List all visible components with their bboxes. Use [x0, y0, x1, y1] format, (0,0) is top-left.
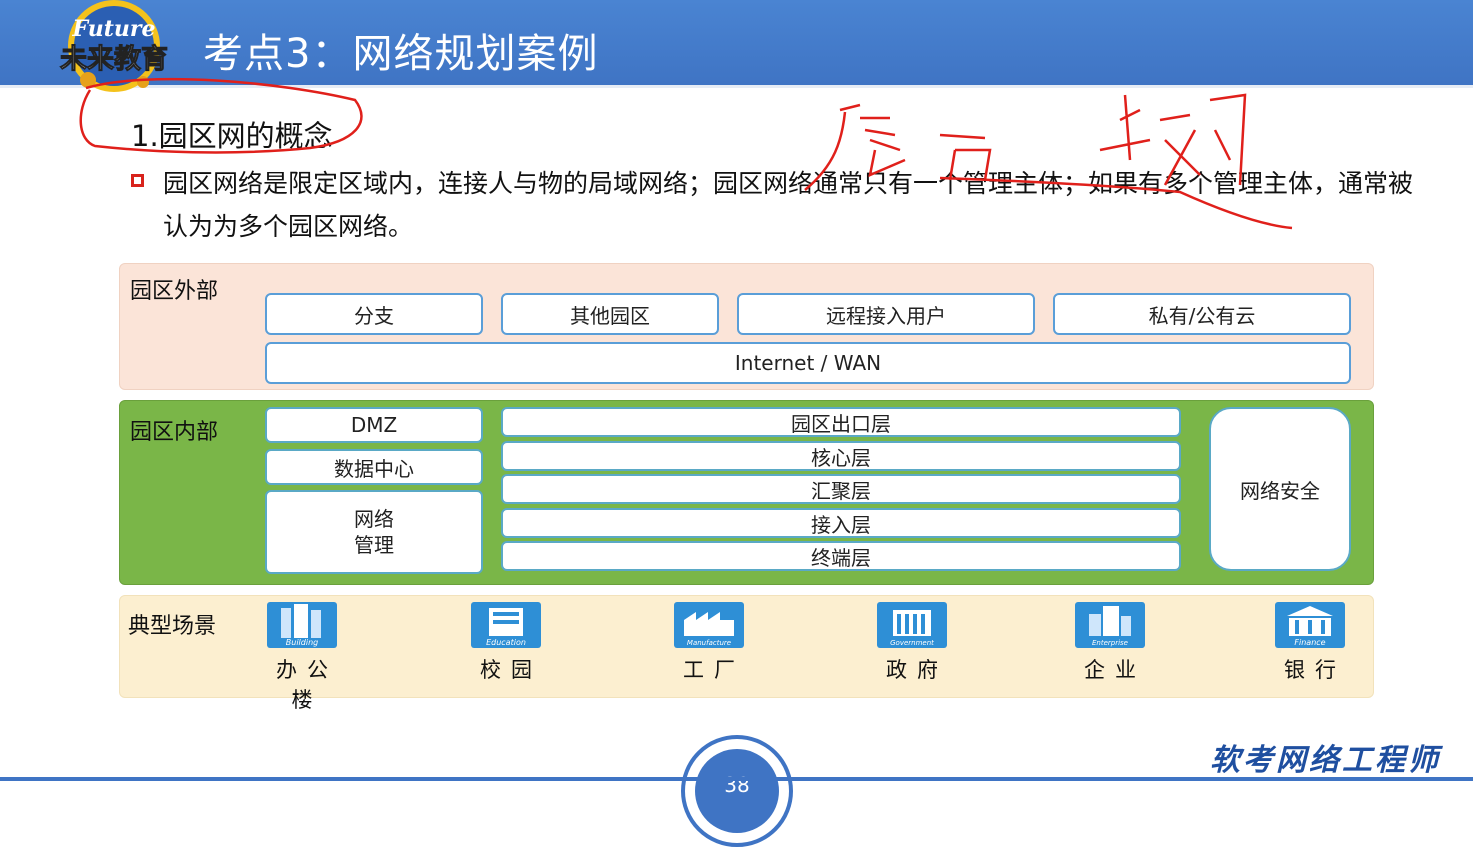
box-dmz: DMZ [265, 407, 483, 443]
inner-label: 园区内部 [130, 420, 219, 445]
factory-icon-caption: Manufacture [687, 639, 731, 647]
government-icon: Government [877, 602, 947, 648]
box-network-management: 网络 管理 [265, 490, 483, 574]
bank-icon: Finance [1275, 602, 1345, 648]
government-icon-caption: Government [890, 639, 934, 647]
layer-access: 接入层 [501, 508, 1181, 538]
campus-icon-caption: Education [486, 638, 526, 647]
scene-label-government: 政府 [886, 658, 948, 682]
campus-inner-panel: 园区内部 DMZ 数据中心 网络 管理 园区出口层 核心层 汇聚层 接入层 终端… [119, 400, 1374, 585]
layer-terminal: 终端层 [501, 541, 1181, 571]
scene-label-factory: 工厂 [683, 658, 745, 682]
layer-aggregation: 汇聚层 [501, 474, 1181, 504]
box-other-campus: 其他园区 [501, 293, 719, 335]
layer-core: 核心层 [501, 441, 1181, 471]
factory-icon: Manufacture [674, 602, 744, 648]
bullet-square-icon [131, 174, 144, 187]
page-number-inner: 38 [695, 749, 779, 833]
future-education-logo: Future 未来教育 [48, 0, 180, 100]
box-internet-wan: Internet / WAN [265, 342, 1351, 384]
scene-label-office: 办公楼 [276, 658, 338, 712]
scene-bank: Finance 银行 [1265, 602, 1355, 684]
definition-paragraph: 园区网络是限定区域内，连接人与物的局域网络；园区网络通常只有一个管理主体；如果有… [163, 169, 1414, 241]
enterprise-icon: Enterprise [1075, 602, 1145, 648]
bottom-rule [0, 777, 1473, 781]
box-branch: 分支 [265, 293, 483, 335]
scene-label-bank: 银行 [1284, 658, 1346, 682]
outer-label: 园区外部 [130, 279, 219, 304]
section-title: 1.园区网的概念 [131, 119, 333, 153]
office-icon-caption: Building [286, 638, 318, 647]
scene-label-enterprise: 企业 [1084, 658, 1146, 682]
footer-brand: 软考网络工程师 [1210, 743, 1441, 778]
slide-header: Future 未来教育 考点3：网络规划案例 [0, 0, 1473, 92]
logo-text-future: Future [72, 16, 156, 42]
slide-title: 考点3：网络规划案例 [203, 31, 599, 77]
scene-government: Government 政府 [867, 602, 957, 684]
scene-factory: Manufacture 工厂 [664, 602, 754, 684]
box-remote-users: 远程接入用户 [737, 293, 1035, 335]
scene-label-campus: 校园 [480, 658, 542, 682]
enterprise-icon-caption: Enterprise [1092, 639, 1128, 647]
scene-campus: Education 校园 [461, 602, 551, 684]
campus-outer-panel: 园区外部 分支 其他园区 远程接入用户 私有/公有云 Internet / WA… [119, 263, 1374, 390]
scene-enterprise: Enterprise 企业 [1065, 602, 1155, 684]
office-building-icon: Building [267, 602, 337, 648]
scene-office: Building 办公楼 [257, 602, 347, 714]
campus-icon: Education [471, 602, 541, 648]
box-network-security: 网络安全 [1209, 407, 1351, 571]
page-number-badge: 38 [681, 735, 793, 847]
box-data-center: 数据中心 [265, 449, 483, 485]
logo-text-chinese: 未来教育 [60, 43, 168, 75]
bank-icon-caption: Finance [1294, 638, 1325, 647]
layer-egress: 园区出口层 [501, 407, 1181, 437]
scenes-label: 典型场景 [128, 614, 217, 639]
box-cloud: 私有/公有云 [1053, 293, 1351, 335]
